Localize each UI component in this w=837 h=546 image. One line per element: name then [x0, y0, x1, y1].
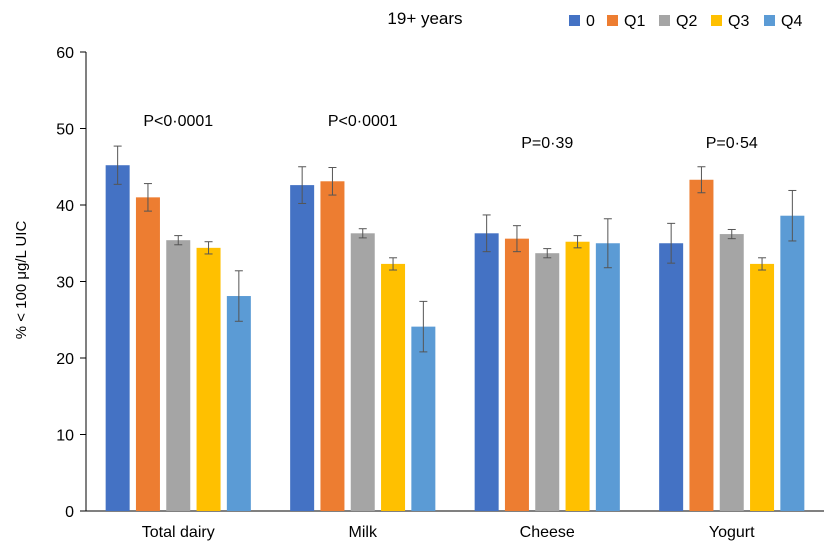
y-tick-label: 20 [56, 351, 74, 368]
legend-swatch-0 [569, 15, 580, 26]
legend-label: Q1 [624, 13, 645, 30]
bar-milk-q1 [320, 181, 345, 511]
bar-total-dairy-q1 [135, 197, 160, 511]
bar-yogurt-0 [659, 243, 684, 511]
bar-yogurt-q4 [780, 215, 805, 511]
bar-milk-q2 [350, 233, 375, 511]
x-category-label: Total dairy [142, 524, 215, 541]
legend-swatch-q2 [659, 15, 670, 26]
y-tick-label: 40 [56, 198, 74, 215]
chart-title: 19+ years [387, 9, 462, 28]
bar-total-dairy-q3 [196, 247, 221, 511]
bar-milk-q3 [381, 263, 406, 511]
bar-milk-q4 [411, 326, 436, 511]
legend-label: 0 [586, 13, 595, 30]
y-tick-label: 0 [65, 504, 74, 521]
y-tick-label: 50 [56, 122, 74, 139]
x-category-label: Yogurt [709, 524, 755, 541]
x-category-label: Milk [349, 524, 378, 541]
bar-yogurt-q3 [750, 263, 775, 511]
bars-group [105, 165, 805, 512]
bar-cheese-0 [474, 233, 499, 511]
p-value-annotations: P<0·0001 P<0·0001 P=0·39 P=0·54 [143, 113, 758, 152]
y-axis-ticks: 0 10 20 30 40 50 60 [56, 45, 86, 521]
y-axis-title: % < 100 μg/L UIC [13, 221, 30, 340]
bar-total-dairy-0 [105, 165, 130, 511]
bar-yogurt-q2 [719, 234, 744, 511]
bar-cheese-q3 [565, 241, 590, 511]
legend-label: Q4 [781, 13, 802, 30]
p-value-annotation: P<0·0001 [328, 113, 398, 130]
y-tick-label: 60 [56, 45, 74, 62]
legend-swatch-q4 [764, 15, 775, 26]
legend: 0 Q1 Q2 Q3 Q4 [569, 13, 802, 30]
legend-label: Q2 [676, 13, 697, 30]
x-category-label: Cheese [520, 524, 575, 541]
y-tick-label: 30 [56, 275, 74, 292]
category-labels: Total dairy Milk Cheese Yogurt [142, 524, 755, 541]
bar-milk-0 [290, 185, 315, 512]
bar-total-dairy-q2 [166, 240, 191, 511]
bar-total-dairy-q4 [226, 296, 251, 511]
legend-swatch-q1 [607, 15, 618, 26]
bar-cheese-q2 [535, 253, 560, 511]
p-value-annotation: P=0·54 [706, 135, 758, 152]
p-value-annotation: P<0·0001 [143, 113, 213, 130]
p-value-annotation: P=0·39 [521, 135, 573, 152]
bar-cheese-q1 [504, 238, 529, 511]
legend-label: Q3 [728, 13, 749, 30]
bar-yogurt-q1 [689, 179, 714, 511]
error-bars-group [113, 145, 797, 353]
legend-swatch-q3 [711, 15, 722, 26]
y-tick-label: 10 [56, 428, 74, 445]
bar-cheese-q4 [595, 243, 620, 511]
